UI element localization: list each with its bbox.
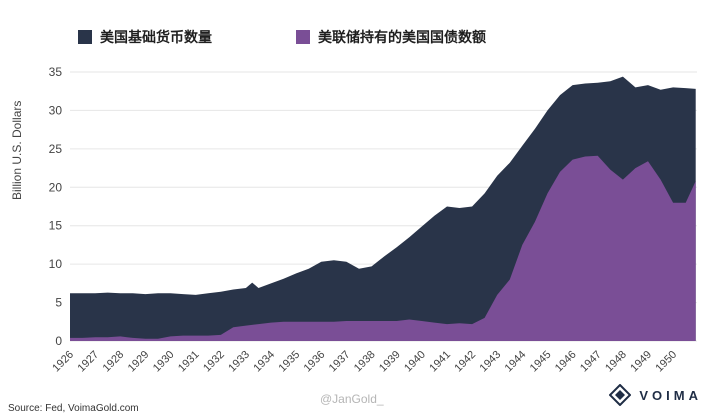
- y-tick-label: 5: [55, 296, 62, 310]
- legend-swatch-fed-treasuries: [296, 30, 310, 44]
- area-fed-treasuries: [70, 155, 696, 341]
- y-tick-label: 20: [49, 180, 63, 194]
- x-tick-label: 1941: [427, 349, 453, 375]
- x-tick-label: 1940: [402, 349, 428, 375]
- x-tick-label: 1934: [251, 349, 277, 375]
- y-tick-label: 15: [49, 219, 63, 233]
- legend-label-monetary-base: 美国基础货币数量: [100, 30, 212, 46]
- legend-item-monetary-base: 美国基础货币数量: [78, 27, 212, 47]
- x-tick-label: 1945: [528, 349, 554, 375]
- x-tick-label: 1943: [478, 349, 504, 375]
- legend-swatch-monetary-base: [78, 30, 92, 44]
- y-tick-label: 35: [49, 65, 63, 79]
- x-tick-label: 1931: [176, 349, 202, 375]
- legend: 美国基础货币数量 美联储持有的美国国债数额: [78, 26, 570, 48]
- x-tick-label: 1929: [126, 349, 152, 375]
- x-tick-label: 1928: [101, 349, 127, 375]
- chart-areas: [70, 76, 696, 341]
- y-axis-ticks: 0 5 10 15 20 25 30 35: [49, 65, 63, 348]
- x-tick-label: 1938: [352, 349, 378, 375]
- y-tick-label: 10: [49, 257, 63, 271]
- y-tick-label: 25: [49, 142, 63, 156]
- x-tick-label: 1933: [226, 349, 252, 375]
- x-tick-label: 1935: [276, 349, 302, 375]
- legend-item-fed-treasuries: 美联储持有的美国国债数额: [296, 27, 486, 47]
- x-tick-label: 1949: [628, 349, 654, 375]
- y-tick-label: 30: [49, 103, 63, 117]
- x-axis-ticks: 1926 1927 1928 1929 1930 1931 1932 1933 1934 1935…: [50, 349, 679, 375]
- x-tick-label: 1930: [151, 349, 177, 375]
- x-tick-label: 1947: [578, 349, 604, 375]
- x-tick-label: 1944: [503, 349, 529, 375]
- y-tick-label: 0: [55, 334, 62, 348]
- y-axis-label: Billion U.S. Dollars: [10, 100, 24, 200]
- legend-label-fed-treasuries: 美联储持有的美国国债数额: [318, 30, 486, 46]
- x-tick-label: 1948: [603, 349, 629, 375]
- source-note: Source: Fed, VoimaGold.com: [8, 403, 139, 414]
- x-tick-label: 1939: [377, 349, 403, 375]
- watermark: @JanGold_: [320, 392, 384, 406]
- x-tick-label: 1937: [327, 349, 353, 375]
- y-axis-label-wrap: Billion U.S. Dollars: [8, 101, 26, 200]
- x-tick-label: 1927: [75, 349, 101, 375]
- x-tick-label: 1936: [302, 349, 328, 375]
- voima-logo-icon: [609, 384, 632, 406]
- x-tick-label: 1950: [653, 349, 679, 375]
- x-tick-label: 1932: [201, 349, 227, 375]
- x-tick-label: 1926: [50, 349, 76, 375]
- brand-name: VOIMA: [639, 387, 702, 403]
- x-tick-label: 1942: [452, 349, 478, 375]
- brand: VOIMA: [609, 384, 702, 406]
- x-tick-label: 1946: [553, 349, 579, 375]
